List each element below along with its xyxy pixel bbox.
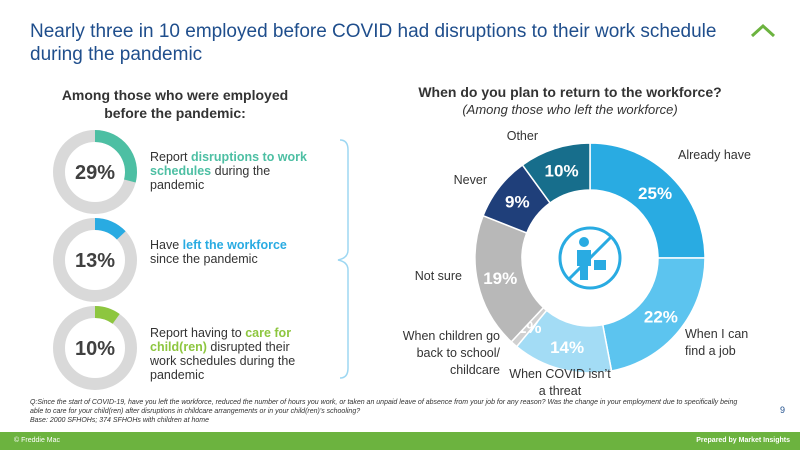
footnote-question: Q:Since the start of COVID-19, have you … [30,399,738,415]
slice-label: Already have [678,148,751,162]
caption-text: Have [150,238,183,252]
icon-head [579,237,589,247]
donut-value: 29% [75,162,115,184]
slice-value: 22% [644,308,678,327]
icon-slash [567,235,613,281]
donut-value: 10% [75,338,115,360]
slide-title: Nearly three in 10 employed before COVID… [30,21,717,65]
caption-text: during the pandemic [150,164,271,192]
donut-arc [95,130,137,183]
center-icon [558,226,622,290]
icon-ring [558,226,622,290]
chart-subtitle: (Among those who left the workforce) [462,102,678,117]
icon-case [594,260,606,270]
slice-label: Never [453,173,487,187]
slice-label: Other [506,129,538,143]
donut-value: 13% [75,250,115,272]
left-heading: Among those who were employed before the… [61,87,289,121]
caption-highlight: care for child(ren) [150,326,292,354]
caption-text: disrupted their work schedules during th… [150,340,296,382]
pie-slice [521,142,591,205]
footer-right: Prepared by Market Insights [696,437,790,444]
donut-arc [95,306,120,324]
slice-label: Not sure [414,269,462,283]
donut-arc [95,218,126,240]
slice-value: 25% [638,184,672,203]
caption-highlight: disruptions to work schedules [150,150,307,178]
footer-bar [0,432,800,450]
logo-icon [750,23,776,38]
bracket [337,139,349,379]
slice-value: 9% [505,193,530,212]
caption-text: Report [150,150,191,164]
stat-caption: Report disruptions to work schedules dur… [150,150,310,192]
slice-value: 10% [545,162,579,181]
slice-label: When I can find a job [685,327,749,358]
caption-text: since the pandemic [150,252,258,266]
chart-title: When do you plan to return to the workfo… [418,84,722,100]
slice-value: 19% [483,269,517,288]
footnote-base: Base: 2000 SFHOHs; 374 SFHOHs with child… [30,417,209,424]
footer-left: © Freddie Mac [14,437,61,444]
pie-slice [589,142,706,259]
page-number: 9 [780,405,786,415]
caption-text: Report having to [150,326,246,340]
slice-label: When COVID isn’t a threat [509,367,611,398]
caption-highlight: left the workforce [182,238,287,252]
stat-caption: Report having to care for child(ren) dis… [150,326,310,382]
slice-value: 14% [550,338,584,357]
slice-label: When children go back to school/ childca… [402,329,500,377]
stat-caption: Have left the workforce since the pandem… [150,238,310,266]
